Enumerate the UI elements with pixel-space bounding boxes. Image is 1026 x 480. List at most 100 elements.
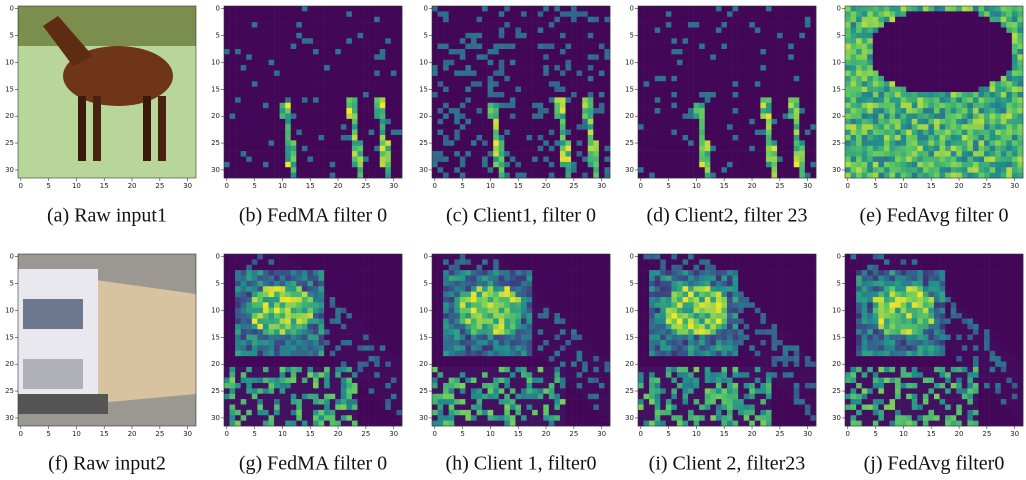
heatmap-cell: [257, 340, 264, 346]
heatmap-cell: [390, 280, 397, 287]
heatmap-cell: [856, 97, 862, 104]
heatmap-cell: [290, 259, 297, 266]
heatmap-cell: [754, 43, 761, 50]
heatmap-cell: [262, 140, 269, 147]
heatmap-cell: [246, 356, 253, 362]
heatmap-cell: [290, 156, 297, 163]
heatmap-cell: [845, 102, 851, 109]
heatmap-cell: [374, 70, 381, 77]
y-tick-label: 0: [837, 5, 841, 13]
heatmap-cell: [961, 118, 968, 125]
heatmap-cell: [279, 259, 286, 266]
heatmap-cell: [285, 97, 292, 104]
heatmap-cell: [224, 43, 230, 50]
x-tick-label: 30: [803, 182, 812, 190]
heatmap-cell: [224, 32, 230, 39]
heatmap-cell: [543, 140, 550, 147]
heatmap-cell: [443, 11, 449, 18]
heatmap-cell: [1006, 113, 1013, 120]
heatmap-cell: [235, 291, 241, 298]
heatmap-cell: [554, 145, 561, 152]
heatmap-cell: [727, 92, 733, 98]
heatmap-cell: [548, 135, 555, 141]
heatmap-cell: [604, 151, 611, 157]
heatmap-cell: [493, 124, 500, 130]
heatmap-cell: [782, 65, 789, 71]
heatmap-cell: [318, 54, 325, 61]
heatmap-cell: [368, 297, 375, 303]
heatmap-cell: [939, 11, 946, 18]
heatmap-cell: [235, 135, 241, 141]
heatmap-cell: [582, 43, 589, 50]
heatmap-cell: [548, 161, 555, 168]
heatmap-cell: [660, 38, 667, 44]
heatmap-cell: [448, 86, 455, 93]
heatmap-cell: [470, 11, 477, 18]
heatmap-cell: [301, 118, 308, 125]
heatmap-cell: [476, 145, 483, 152]
heatmap-cell: [368, 70, 375, 77]
heatmap-cell: [1011, 172, 1018, 179]
heatmap-cell: [432, 151, 438, 157]
heatmap-cell: [498, 118, 505, 125]
heatmap-cell: [845, 6, 851, 12]
heatmap-cell: [443, 108, 449, 114]
heatmap-cell: [285, 102, 292, 109]
heatmap-cell: [385, 129, 392, 136]
heatmap-cell: [251, 75, 258, 82]
heatmap-cell: [351, 92, 358, 98]
heatmap-cell: [307, 172, 314, 179]
heatmap-cell: [476, 172, 483, 179]
heatmap-cell: [229, 97, 236, 104]
heatmap-cell: [548, 97, 555, 104]
heatmap-cell: [229, 22, 236, 28]
heatmap-cell: [810, 113, 817, 120]
heatmap-cell: [307, 259, 314, 266]
heatmap-cell: [335, 118, 342, 125]
heatmap-cell: [967, 59, 974, 66]
heatmap-cell: [638, 86, 644, 93]
heatmap-cell: [279, 32, 286, 39]
heatmap-cell: [251, 86, 258, 93]
heatmap-cell: [721, 16, 728, 23]
heatmap-cell: [559, 124, 566, 130]
heatmap-cell: [972, 118, 979, 125]
heatmap-cell: [995, 6, 1002, 12]
heatmap-cell: [643, 118, 650, 125]
heatmap-cell: [437, 113, 444, 120]
heatmap-cell: [554, 65, 561, 71]
heatmap-cell: [487, 70, 494, 77]
heatmap-cell: [454, 135, 461, 141]
heatmap-cell: [928, 140, 935, 147]
heatmap-cell: [268, 307, 275, 314]
heatmap-cell: [984, 118, 990, 125]
heatmap-cell: [459, 38, 466, 44]
heatmap-cell: [845, 124, 851, 130]
heatmap-cell: [318, 59, 325, 66]
heatmap-cell: [548, 49, 555, 55]
heatmap-cell: [867, 113, 874, 120]
heatmap-cell: [498, 161, 505, 168]
heatmap-cell: [290, 318, 297, 325]
heatmap-cell: [738, 75, 744, 82]
heatmap-cell: [911, 6, 918, 12]
heatmap-cell: [313, 81, 319, 87]
heatmap-cell: [532, 151, 538, 157]
heatmap-cell: [665, 161, 672, 168]
heatmap-cell: [313, 302, 319, 309]
heatmap-cell: [710, 27, 717, 34]
heatmap-cell: [374, 366, 381, 373]
heatmap-cell: [1000, 16, 1007, 23]
heatmap-cell: [396, 135, 403, 141]
heatmap-cell: [229, 313, 236, 319]
heatmap-cell: [582, 11, 589, 18]
heatmap-cell: [654, 118, 661, 125]
heatmap-cell: [928, 32, 935, 39]
heatmap-cell: [754, 49, 761, 55]
heatmap-cell: [357, 318, 364, 325]
heatmap-cell: [760, 97, 767, 104]
heatmap-cell: [782, 16, 789, 23]
heatmap-cell: [856, 43, 862, 50]
heatmap-cell: [643, 113, 650, 120]
heatmap-cell: [274, 43, 280, 50]
